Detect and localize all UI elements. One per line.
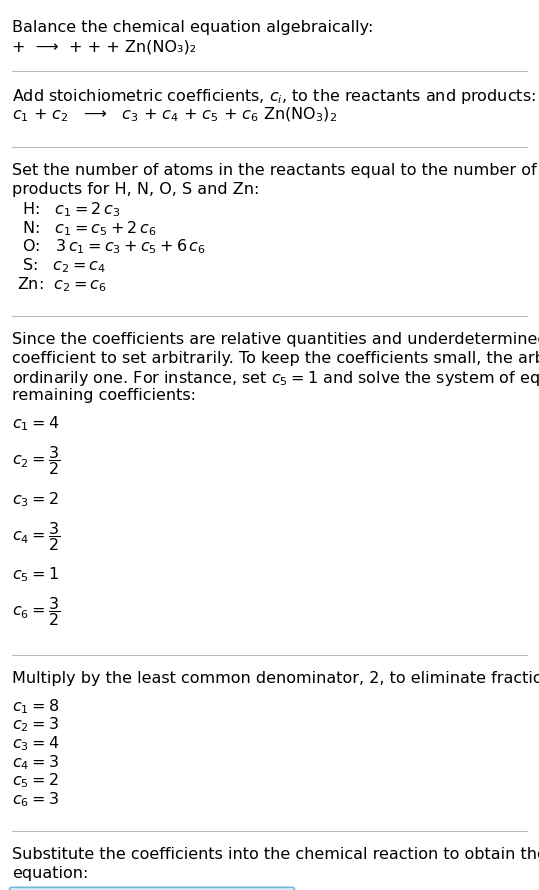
Text: $c_2 = \dfrac{3}{2}$: $c_2 = \dfrac{3}{2}$ <box>12 443 60 476</box>
Text: Add stoichiometric coefficients, $c_i$, to the reactants and products:: Add stoichiometric coefficients, $c_i$, … <box>12 87 536 106</box>
Text: products for H, N, O, S and Zn:: products for H, N, O, S and Zn: <box>12 182 259 197</box>
Text: N:   $c_1 = c_5 + 2\,c_6$: N: $c_1 = c_5 + 2\,c_6$ <box>17 219 157 238</box>
Text: $c_6 = 3$: $c_6 = 3$ <box>12 790 59 809</box>
Text: $c_1 = 4$: $c_1 = 4$ <box>12 414 59 433</box>
Text: $c_4 = \dfrac{3}{2}$: $c_4 = \dfrac{3}{2}$ <box>12 520 60 553</box>
Text: Multiply by the least common denominator, 2, to eliminate fractional coefficient: Multiply by the least common denominator… <box>12 671 539 686</box>
Text: $c_3 = 2$: $c_3 = 2$ <box>12 490 58 508</box>
Text: ordinarily one. For instance, set $c_5 = 1$ and solve the system of equations fo: ordinarily one. For instance, set $c_5 =… <box>12 369 539 388</box>
Text: $c_1$ + $c_2$   ⟶   $c_3$ + $c_4$ + $c_5$ + $c_6$ Zn(NO$_3$)$_2$: $c_1$ + $c_2$ ⟶ $c_3$ + $c_4$ + $c_5$ + … <box>12 106 337 125</box>
Text: $c_5 = 1$: $c_5 = 1$ <box>12 566 59 585</box>
Text: $c_5 = 2$: $c_5 = 2$ <box>12 772 58 790</box>
Text: $c_1 = 8$: $c_1 = 8$ <box>12 697 59 716</box>
Text: $c_4 = 3$: $c_4 = 3$ <box>12 753 59 772</box>
Text: $c_2 = 3$: $c_2 = 3$ <box>12 716 59 734</box>
Text: +  ⟶  + + + Zn(NO₃)₂: + ⟶ + + + Zn(NO₃)₂ <box>12 39 196 54</box>
Text: coefficient to set arbitrarily. To keep the coefficients small, the arbitrary va: coefficient to set arbitrarily. To keep … <box>12 351 539 366</box>
Text: $c_3 = 4$: $c_3 = 4$ <box>12 734 59 753</box>
Text: Since the coefficients are relative quantities and underdetermined, choose a: Since the coefficients are relative quan… <box>12 332 539 347</box>
Text: $c_6 = \dfrac{3}{2}$: $c_6 = \dfrac{3}{2}$ <box>12 595 60 628</box>
Text: S:   $c_2 = c_4$: S: $c_2 = c_4$ <box>17 256 106 275</box>
FancyBboxPatch shape <box>9 887 295 890</box>
Text: remaining coefficients:: remaining coefficients: <box>12 388 196 403</box>
Text: Zn:  $c_2 = c_6$: Zn: $c_2 = c_6$ <box>17 275 107 294</box>
Text: H:   $c_1 = 2\,c_3$: H: $c_1 = 2\,c_3$ <box>17 200 121 219</box>
Text: O:   $3\,c_1 = c_3 + c_5 + 6\,c_6$: O: $3\,c_1 = c_3 + c_5 + 6\,c_6$ <box>17 238 206 256</box>
Text: Substitute the coefficients into the chemical reaction to obtain the balanced: Substitute the coefficients into the che… <box>12 847 539 862</box>
Text: equation:: equation: <box>12 866 88 881</box>
Text: Balance the chemical equation algebraically:: Balance the chemical equation algebraica… <box>12 20 373 36</box>
Text: Set the number of atoms in the reactants equal to the number of atoms in the: Set the number of atoms in the reactants… <box>12 163 539 178</box>
